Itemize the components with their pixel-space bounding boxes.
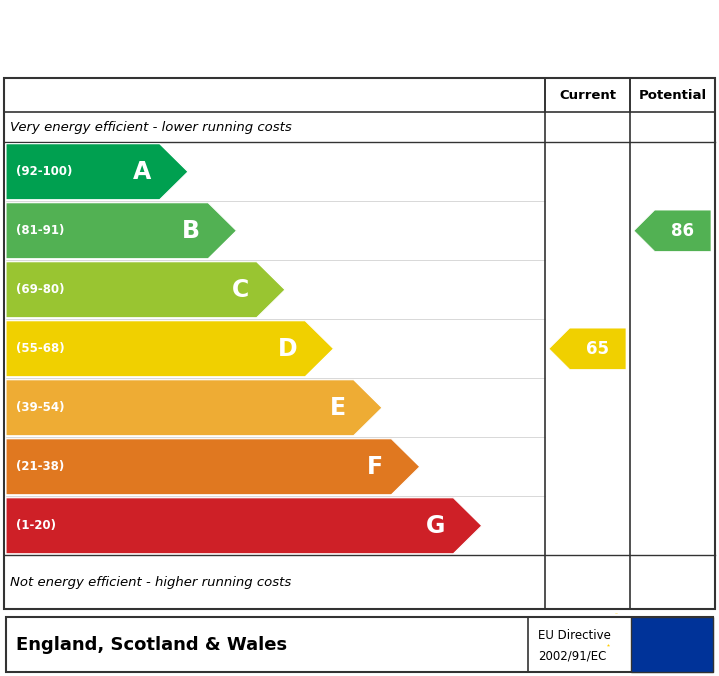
Text: G: G [426, 514, 445, 538]
Text: (69-80): (69-80) [16, 283, 65, 296]
Polygon shape [634, 210, 711, 251]
Text: Current: Current [559, 89, 616, 102]
Text: F: F [367, 455, 383, 479]
Polygon shape [549, 328, 626, 369]
Text: Very energy efficient - lower running costs: Very energy efficient - lower running co… [10, 121, 292, 134]
Bar [631, 617, 713, 672]
Polygon shape [6, 380, 382, 436]
Text: (1-20): (1-20) [16, 519, 56, 532]
Polygon shape [6, 262, 285, 318]
Text: 65: 65 [587, 340, 609, 358]
Text: Potential: Potential [638, 89, 707, 102]
Bar [6, 617, 713, 672]
Text: England, Scotland & Wales: England, Scotland & Wales [16, 635, 287, 654]
Text: E: E [329, 395, 346, 420]
Text: B: B [182, 219, 200, 243]
Text: D: D [278, 337, 297, 361]
Text: Energy Efficiency Rating: Energy Efficiency Rating [18, 24, 419, 53]
Text: (55-68): (55-68) [16, 342, 65, 355]
Text: EU Directive: EU Directive [538, 629, 610, 642]
Text: (92-100): (92-100) [16, 165, 73, 178]
Text: 2002/91/EC: 2002/91/EC [538, 650, 606, 662]
Text: (21-38): (21-38) [16, 460, 64, 473]
Text: (39-54): (39-54) [16, 402, 65, 414]
Text: Not energy efficient - higher running costs: Not energy efficient - higher running co… [10, 576, 291, 589]
Text: A: A [133, 160, 152, 184]
Text: (81-91): (81-91) [16, 224, 65, 237]
Polygon shape [6, 203, 237, 259]
Text: C: C [232, 278, 249, 301]
Polygon shape [6, 498, 482, 554]
Polygon shape [6, 320, 334, 377]
Text: 86: 86 [672, 222, 695, 240]
Polygon shape [6, 439, 420, 495]
Polygon shape [6, 144, 188, 199]
